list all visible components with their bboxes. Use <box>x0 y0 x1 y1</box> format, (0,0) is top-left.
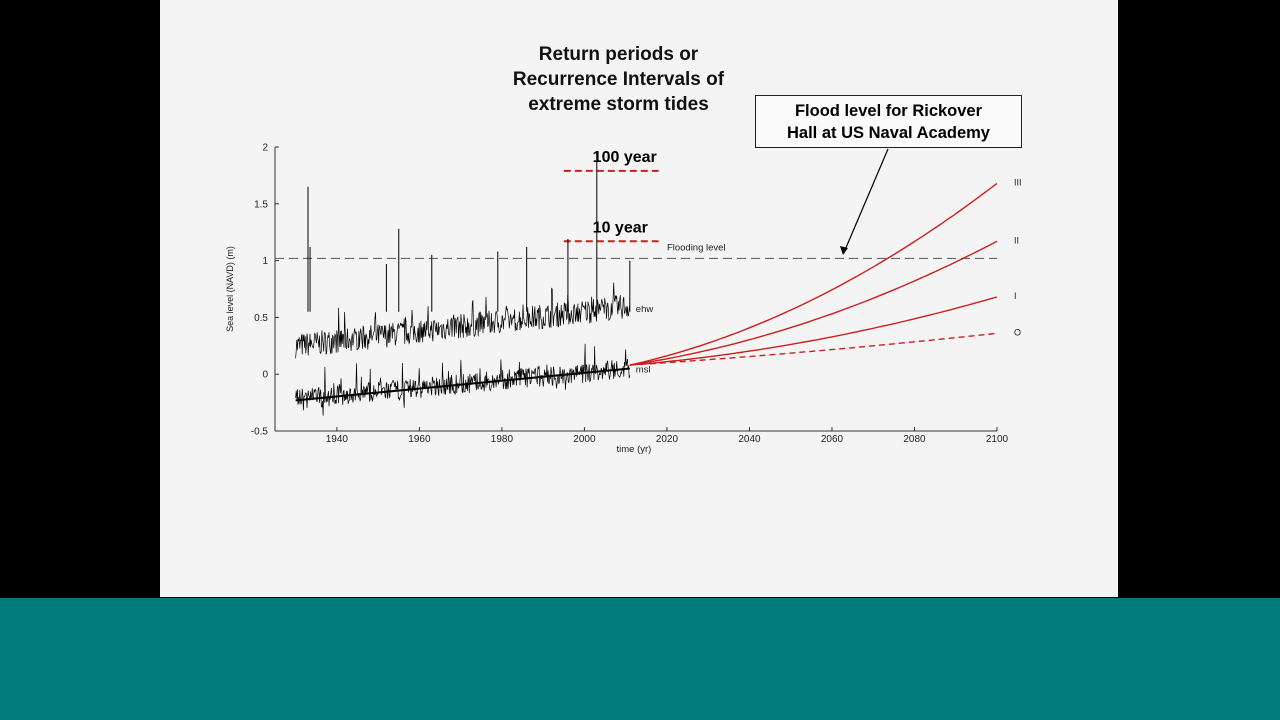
x-tick-label: 1980 <box>491 434 514 445</box>
x-tick-label: 1940 <box>326 434 349 445</box>
x-tick-label: 2020 <box>656 434 679 445</box>
y-tick-label: 1 <box>262 256 268 267</box>
projection-II <box>629 240 998 366</box>
axes: 1940 1960 1980 2000 2020 2040 2060 2080 2100 -0.5… <box>225 143 1009 456</box>
projection-I <box>629 296 998 366</box>
series-label-ehw: ehw <box>636 304 654 315</box>
sea-level-chart: 1940 1960 1980 2000 2020 2040 2060 2080 2100 -0.5… <box>225 143 1022 456</box>
series-label-msl: msl <box>636 365 651 376</box>
x-tick-label: 1960 <box>408 434 431 445</box>
slide-title-line: extreme storm tides <box>528 94 709 115</box>
y-tick-label: 0.5 <box>254 313 268 324</box>
x-tick-label: 2080 <box>903 434 926 445</box>
callout-arrow-shaft <box>844 148 889 251</box>
msl-trend-line <box>295 367 630 402</box>
slide-title-line: Recurrence Intervals of <box>512 69 725 90</box>
slide-title-line: Return periods or <box>538 44 699 65</box>
x-axis-label: time (yr) <box>617 444 652 455</box>
x-tick-label: 2000 <box>573 434 596 445</box>
callout-line: Hall at US Naval Academy <box>787 124 990 142</box>
return-level-label: 100 year <box>593 149 657 166</box>
y-tick-label: 2 <box>262 143 268 154</box>
x-tick-label: 2100 <box>986 434 1009 445</box>
y-axis-label: Sea level (NAVD) (m) <box>225 246 235 332</box>
y-tick-label: 1.5 <box>254 199 268 210</box>
projection-label-I: I <box>1014 291 1017 301</box>
x-tick-label: 2060 <box>821 434 844 445</box>
projection-O <box>629 332 998 366</box>
callout-line: Flood level for Rickover <box>794 102 983 120</box>
chart-data-layer <box>275 152 998 416</box>
projection-label-III: III <box>1014 177 1022 187</box>
callout-arrow-head <box>840 246 848 255</box>
projection-label-O: O <box>1014 327 1021 337</box>
series-msl <box>295 343 631 416</box>
x-tick-label: 2040 <box>738 434 761 445</box>
y-tick-label: -0.5 <box>251 427 269 438</box>
return-level-label: 10 year <box>593 219 648 236</box>
flooding-level-label: Flooding level <box>667 242 726 253</box>
slide-title: Return periods or Recurrence Intervals o… <box>476 42 761 117</box>
projection-label-II: II <box>1014 235 1019 245</box>
flood-level-callout: Flood level for Rickover Hall at US Nava… <box>755 95 1022 148</box>
series-ehw <box>295 282 631 359</box>
bottom-band <box>0 598 1280 720</box>
projection-III <box>629 182 998 366</box>
y-tick-label: 0 <box>262 370 268 381</box>
